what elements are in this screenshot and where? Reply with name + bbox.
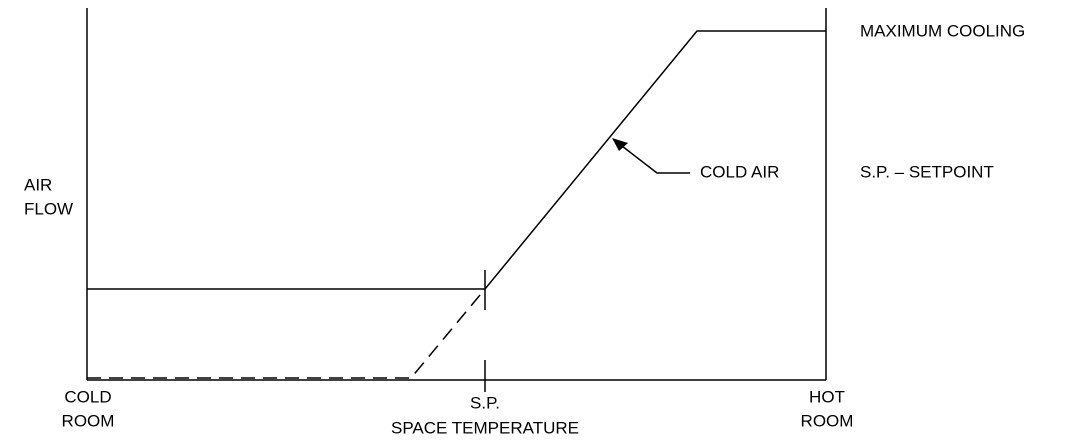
legend-label: S.P. – SETPOINT xyxy=(860,162,994,181)
minimum-curve xyxy=(87,288,486,379)
y-label: FLOW xyxy=(24,199,73,218)
x-label-right: HOT xyxy=(809,387,845,406)
maximum-label: MAXIMUM COOLING xyxy=(860,21,1025,40)
x-label-left: COLD xyxy=(64,387,111,406)
x-label-middle: S.P. xyxy=(470,393,500,412)
cold-air-curve xyxy=(87,30,826,290)
x-label-middle: SPACE TEMPERATURE xyxy=(391,418,579,437)
leader-line xyxy=(621,145,690,174)
y-label: AIR xyxy=(24,175,52,194)
x-label-left: ROOM xyxy=(62,411,115,430)
arrow-head xyxy=(612,138,628,151)
x-label-right: ROOM xyxy=(801,411,854,430)
curve-label: COLD AIR xyxy=(700,162,779,181)
